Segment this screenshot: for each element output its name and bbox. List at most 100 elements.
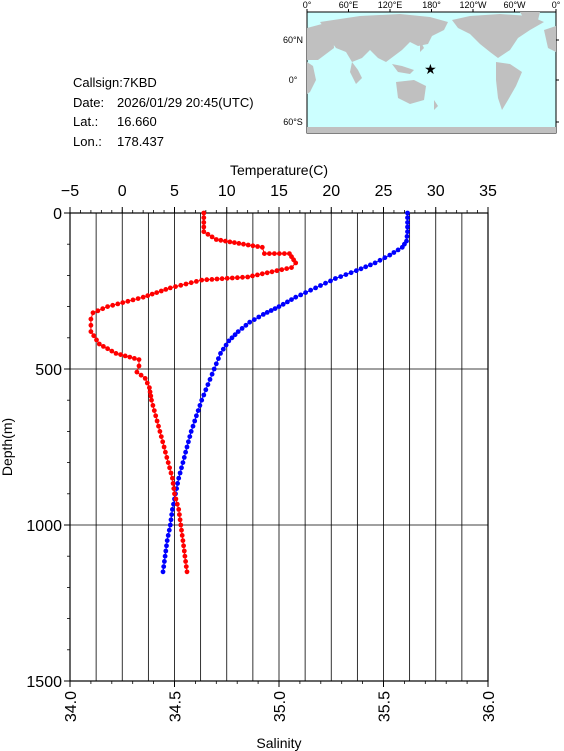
salinity-point: [173, 496, 179, 502]
salinity-point: [160, 439, 166, 445]
temperature-point: [272, 306, 278, 311]
salinity-point: [241, 241, 246, 247]
temperature-point: [318, 283, 323, 288]
land-europe-east-edge: [544, 26, 556, 52]
salinity-point: [105, 346, 110, 352]
map-lon-label: 60°E: [339, 0, 359, 10]
salinity-point: [158, 434, 164, 439]
salinity-point: [183, 564, 189, 569]
salinity-point: [245, 242, 251, 248]
salinity-point: [151, 408, 157, 413]
salinity-point: [250, 243, 256, 249]
map-lat-label: 60°N: [283, 35, 303, 45]
salinity-point: [204, 277, 210, 283]
temperature-point: [404, 234, 410, 239]
salinity-point: [120, 300, 126, 305]
temperature-point: [328, 278, 333, 284]
temperature-tick-label: −5: [61, 183, 79, 200]
temperature-point: [184, 444, 190, 450]
salinity-point: [274, 268, 280, 274]
temperature-point: [303, 290, 308, 295]
map-lon-label: 120°E: [378, 0, 403, 10]
temperature-point: [190, 423, 196, 429]
depth-tick-label: 1000: [26, 518, 62, 535]
temperature-point: [251, 317, 257, 322]
land-africa-south: [307, 62, 316, 94]
lat-label: Lat.:: [73, 114, 99, 129]
salinity-point: [184, 569, 190, 575]
temperature-tick-label: 5: [170, 183, 179, 200]
salinity-point: [214, 276, 220, 282]
salinity-point: [289, 265, 294, 270]
salinity-point: [194, 279, 199, 284]
salinity-point: [136, 357, 142, 362]
salinity-point: [183, 559, 189, 564]
salinity-point: [213, 237, 219, 242]
temperature-point: [353, 268, 359, 274]
temperature-point: [229, 335, 235, 341]
salinity-point: [147, 385, 152, 391]
temperature-point: [207, 377, 213, 382]
salinity-point: [88, 316, 94, 322]
temperature-point: [368, 262, 373, 268]
temperature-point: [179, 465, 184, 471]
salinity-tick-label: 35.0: [272, 691, 289, 722]
salinity-point: [145, 293, 151, 299]
temperature-point: [280, 301, 286, 307]
salinity-point: [236, 241, 242, 246]
salinity-point: [94, 337, 99, 343]
salinity-point: [218, 237, 224, 243]
temperature-tick-label: 25: [375, 183, 393, 200]
temperature-point: [264, 310, 270, 315]
temperature-point: [323, 280, 328, 286]
salinity-point: [135, 296, 141, 301]
callsign-label: Callsign:: [73, 75, 123, 90]
temperature-point: [186, 439, 191, 445]
salinity-point: [245, 274, 251, 280]
temperature-point: [216, 356, 221, 361]
temperature-point: [348, 270, 354, 276]
salinity-point: [134, 369, 140, 375]
date-value: 2026/01/29 20:45(UTC): [117, 94, 254, 110]
temperature-point: [338, 274, 344, 279]
salinity-point: [154, 418, 160, 424]
salinity-point: [96, 341, 102, 347]
salinity-point: [174, 501, 180, 507]
salinity-point: [179, 527, 184, 533]
date-label: Date:: [73, 94, 105, 110]
salinity-point: [284, 266, 290, 271]
salinity-point: [171, 486, 177, 491]
salinity-point: [130, 297, 136, 303]
salinity-point: [181, 548, 187, 554]
map-lon-label: 0°: [552, 0, 561, 10]
salinity-point: [105, 304, 110, 309]
salinity-point: [282, 251, 287, 256]
salinity-point: [277, 251, 282, 256]
salinity-point: [153, 413, 159, 419]
salinity-point: [205, 231, 211, 237]
salinity-point: [255, 272, 260, 278]
temperature-point: [391, 250, 397, 255]
salinity-axis: 34.0 34.5 35.0 35.5 36.0: [63, 681, 498, 722]
salinity-point: [199, 277, 205, 283]
salinity-point: [167, 285, 173, 291]
salinity-point: [154, 290, 160, 295]
salinity-point: [158, 288, 164, 294]
salinity-point: [90, 310, 96, 316]
salinity-series: [88, 210, 299, 575]
temperature-point: [372, 260, 378, 266]
temperature-point: [187, 434, 193, 439]
salinity-tick-label: 34.0: [63, 691, 80, 722]
salinity-point: [177, 512, 182, 517]
temperature-point: [333, 276, 338, 281]
salinity-point: [269, 269, 275, 275]
temperature-point: [164, 543, 169, 549]
land-japan: [420, 40, 424, 52]
temperature-point: [313, 285, 318, 291]
salinity-point: [178, 522, 184, 528]
salinity-point: [163, 287, 169, 292]
temperature-point: [235, 329, 241, 334]
temperature-point: [405, 220, 410, 225]
depth-axis-title: Depth(m): [0, 418, 15, 476]
